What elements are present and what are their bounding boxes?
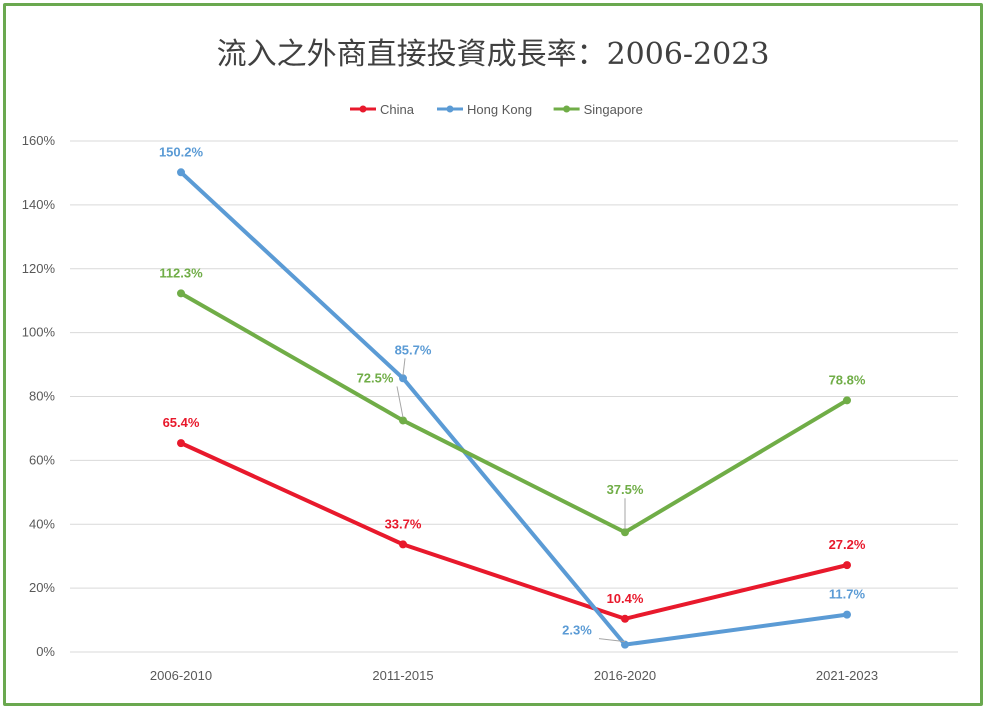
x-tick-label: 2011-2015: [372, 668, 433, 683]
legend-marker: [359, 105, 367, 113]
x-tick-label: 2021-2023: [816, 668, 878, 683]
data-point: [621, 614, 629, 623]
data-labels: 65.4% 33.7% 10.4% 27.2% 150.2% 85.7% 2.3% 11.7%…: [159, 144, 866, 643]
data-label: 2.3%: [562, 623, 592, 638]
data-point: [843, 610, 851, 619]
legend-label: China: [380, 102, 415, 117]
label-leader-line: [402, 358, 406, 376]
data-label: 150.2%: [159, 144, 204, 159]
data-label: 37.5%: [607, 482, 644, 497]
data-label: 65.4%: [163, 415, 200, 430]
y-tick-label: 0%: [36, 644, 55, 659]
y-tick-label: 60%: [29, 452, 55, 467]
y-tick-label: 80%: [29, 389, 55, 404]
data-point: [399, 540, 407, 549]
legend-marker: [563, 105, 571, 113]
y-tick-label: 120%: [22, 261, 56, 276]
legend-item: Hong Kong: [437, 102, 532, 117]
legend-item: Singapore: [553, 102, 643, 117]
y-tick-label: 140%: [22, 197, 56, 212]
data-label: 85.7%: [395, 342, 432, 357]
x-tick-label: 2016-2020: [594, 668, 656, 683]
y-tick-label: 160%: [22, 133, 56, 148]
data-label: 27.2%: [829, 537, 866, 552]
series-line-singapore: [179, 291, 849, 535]
x-tick-label: 2006-2010: [150, 668, 212, 683]
data-label: 10.4%: [607, 591, 644, 606]
chart-frame: [3, 3, 983, 706]
y-tick-label: 20%: [29, 580, 55, 595]
data-point: [843, 396, 851, 405]
data-point: [621, 640, 629, 649]
y-tick-label: 100%: [22, 325, 56, 340]
series-lines: [177, 168, 851, 649]
y-axis-ticks: 0% 20% 40% 60% 80% 100% 120% 140% 160%: [22, 133, 56, 659]
chart-title: 流入之外商直接投資成長率：2006-2023: [217, 37, 770, 72]
legend-marker: [446, 105, 454, 113]
data-point: [399, 416, 407, 425]
label-leader-line: [396, 386, 404, 418]
series-line-hong-kong: [179, 170, 849, 647]
data-label: 11.7%: [829, 587, 866, 602]
legend-label: Hong Kong: [467, 102, 532, 117]
data-point: [621, 528, 629, 537]
x-axis-ticks: 2006-2010 2011-2015 2016-2020 2021-2023: [150, 668, 878, 683]
legend-item: China: [350, 102, 415, 117]
data-label: 72.5%: [357, 370, 394, 385]
series-line-china: [179, 441, 849, 621]
legend-label: Singapore: [584, 102, 643, 117]
data-point: [177, 168, 185, 177]
label-leader-line: [598, 638, 626, 643]
data-point: [399, 374, 407, 383]
gridlines: [70, 140, 958, 653]
data-point: [843, 561, 851, 570]
data-point: [177, 439, 185, 448]
data-label: 112.3%: [159, 265, 203, 280]
legend: China Hong Kong Singapore: [350, 102, 643, 117]
data-label: 78.8%: [829, 372, 866, 387]
data-label: 33.7%: [385, 516, 422, 531]
y-tick-label: 40%: [29, 516, 55, 531]
data-point: [177, 289, 185, 298]
